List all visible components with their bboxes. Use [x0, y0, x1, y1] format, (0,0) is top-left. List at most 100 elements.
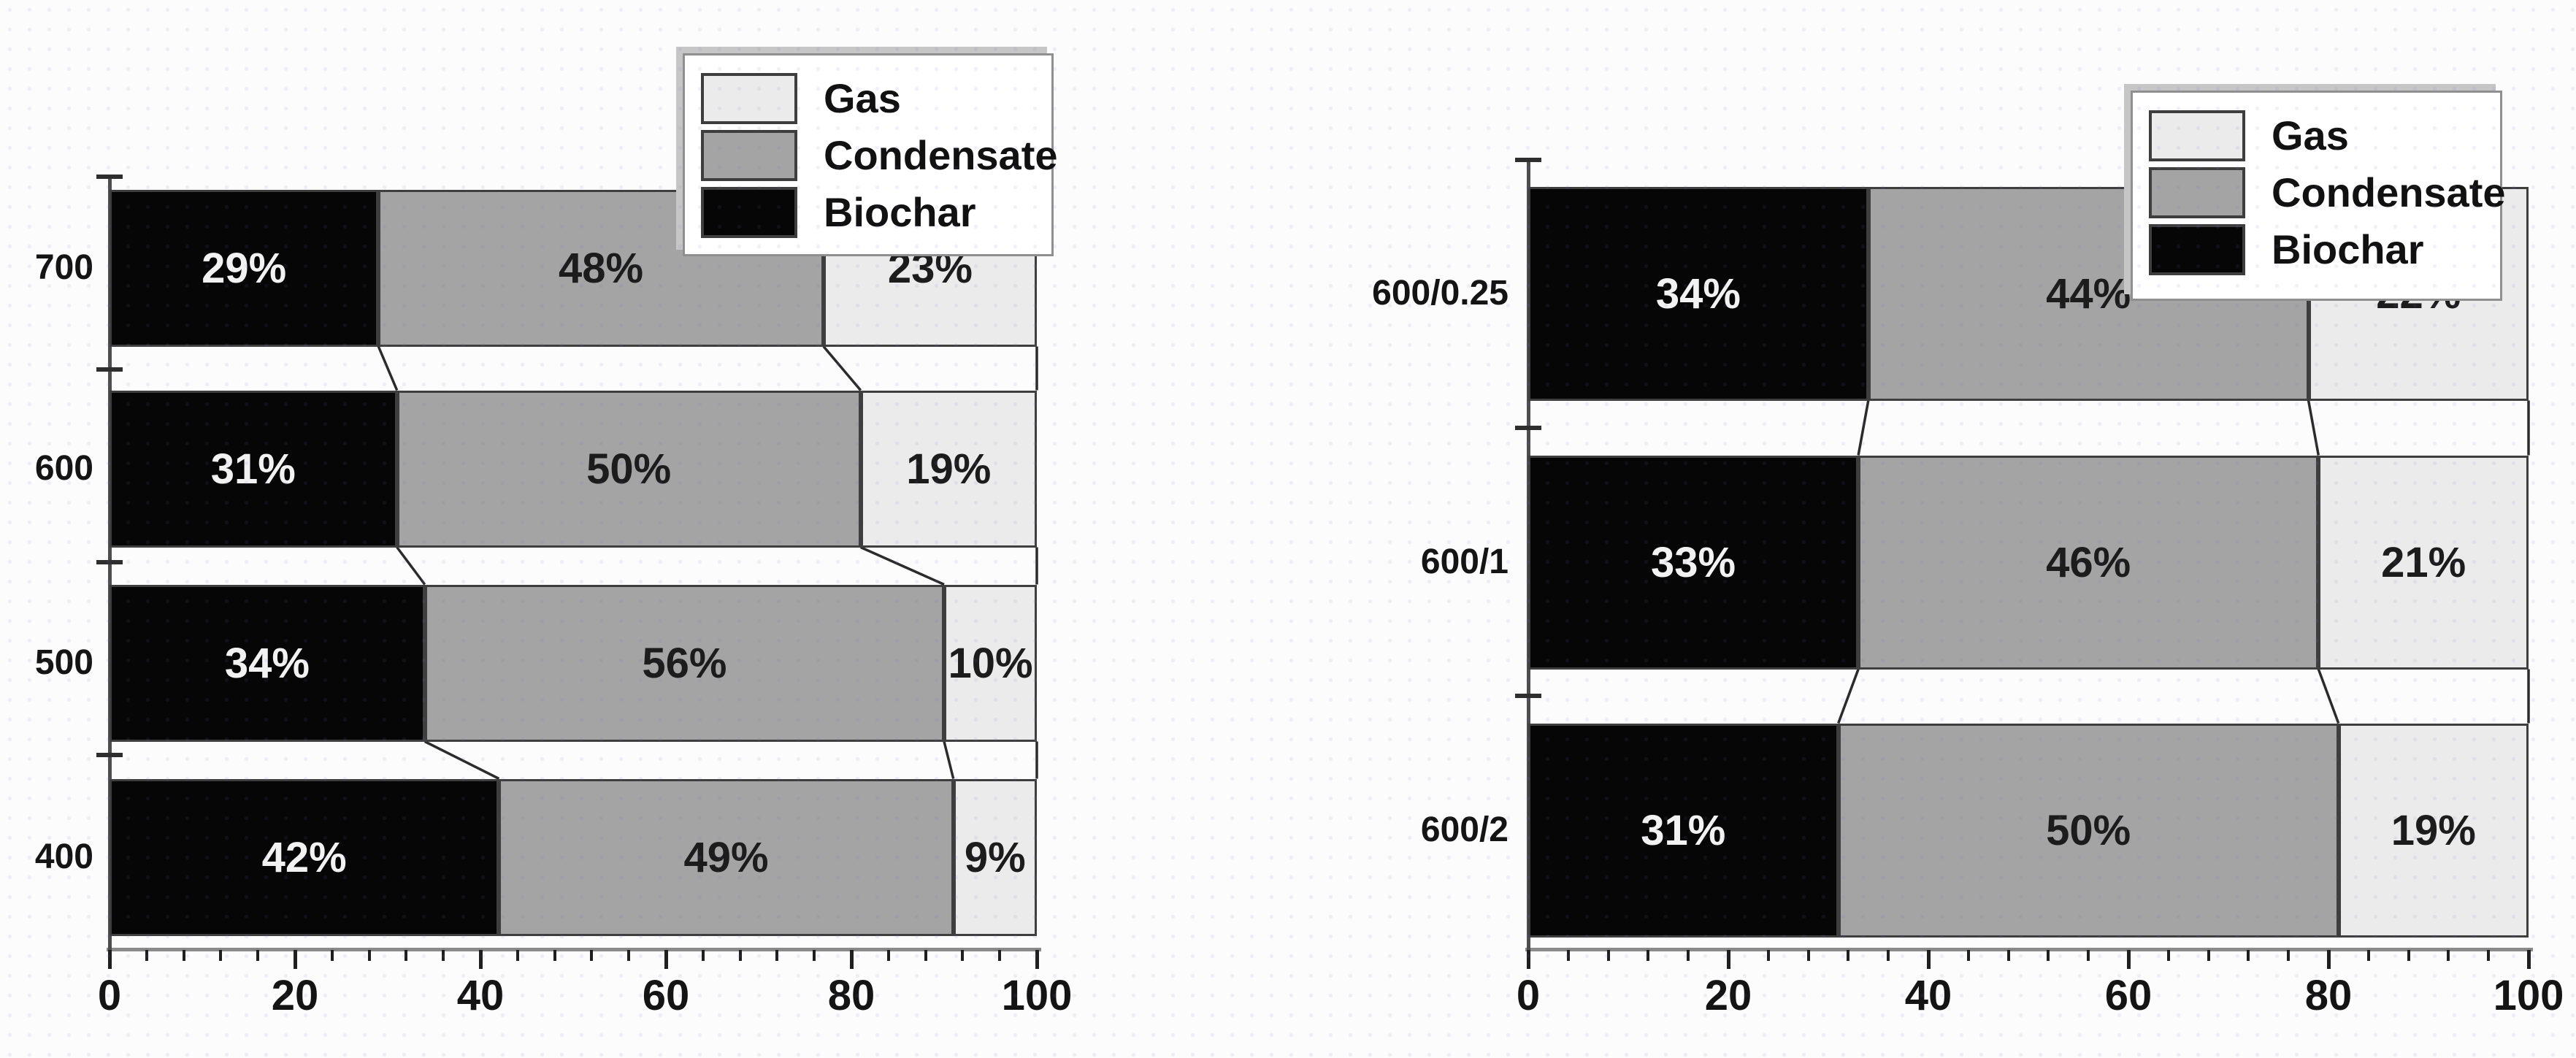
- bar-value-label: 9%: [964, 833, 1026, 881]
- category-label: 600: [34, 449, 93, 488]
- x-axis-minor-tick: [775, 950, 779, 961]
- category-label: 400: [34, 837, 93, 876]
- x-axis-minor-tick: [590, 950, 594, 961]
- x-axis-tick-label: 80: [2304, 972, 2353, 1019]
- bar-value-label: 44%: [2046, 269, 2131, 318]
- x-axis: [1525, 948, 2533, 951]
- bar-segment-condensate: [499, 778, 954, 936]
- x-axis-tick-label: 60: [642, 972, 690, 1019]
- x-axis-minor-tick: [1887, 950, 1890, 961]
- condensate-swatch-icon: [2149, 167, 2245, 218]
- x-axis-major-tick: [664, 950, 668, 969]
- bar-segment-condensate: [424, 584, 944, 742]
- y-axis-tick: [96, 175, 123, 179]
- bar-value-label: 50%: [586, 445, 672, 493]
- bar-segment-biochar: [110, 390, 397, 548]
- y-axis-tick: [96, 560, 123, 564]
- bar-value-label: 50%: [2046, 806, 2131, 854]
- x-axis-tick-label: 80: [827, 972, 875, 1019]
- x-axis-minor-tick: [813, 950, 816, 961]
- category-label: 700: [34, 248, 93, 287]
- x-axis-minor-tick: [2087, 950, 2090, 961]
- x-axis-minor-tick: [1566, 950, 1570, 961]
- legend-item-condensate: Condensate: [2149, 164, 2506, 221]
- condensate-swatch-icon: [701, 130, 797, 181]
- x-axis-minor-tick: [2166, 950, 2170, 961]
- bar-value-label: 10%: [948, 639, 1033, 687]
- x-axis-minor-tick: [2047, 950, 2050, 961]
- legend-label-biochar: Biochar: [824, 189, 976, 235]
- x-axis-major-tick: [478, 950, 483, 969]
- legend-label-gas: Gas: [824, 75, 901, 121]
- y-axis-tick: [1515, 426, 1541, 430]
- category-label: 600/0.25: [1372, 274, 1509, 313]
- x-axis-minor-tick: [1966, 950, 1970, 961]
- x-axis-minor-tick: [738, 950, 742, 961]
- gas-swatch-icon: [701, 73, 797, 124]
- bar-segment-biochar: [110, 584, 425, 742]
- bar-segment-condensate: [1838, 723, 2339, 938]
- legend-item-biochar: Biochar: [701, 184, 1051, 241]
- x-axis-tick-label: 100: [2493, 972, 2564, 1019]
- legend-label-condensate: Condensate: [2272, 169, 2506, 215]
- x-axis-tick-label: 40: [1904, 972, 1952, 1019]
- legend-item-condensate: Condensate: [701, 127, 1058, 184]
- bar-value-label: 31%: [210, 445, 296, 493]
- x-axis-minor-tick: [924, 950, 927, 961]
- bar-value-label: 19%: [2391, 806, 2476, 854]
- bar-segment-biochar: [1528, 723, 1839, 938]
- x-axis-major-tick: [2526, 950, 2531, 969]
- x-axis-minor-tick: [1766, 950, 1770, 961]
- x-axis-minor-tick: [515, 950, 519, 961]
- segment-connector-lines: [377, 345, 1038, 781]
- legend-right-chart: Gas Condensate Biochar: [2131, 91, 2506, 301]
- bar-value-label: 34%: [224, 639, 310, 687]
- x-axis-major-tick: [1035, 950, 1039, 969]
- bar-value-label: 31%: [1641, 806, 1726, 854]
- bar-value-label: 49%: [683, 833, 769, 881]
- x-axis-minor-tick: [219, 950, 223, 961]
- x-axis-tick-label: 20: [1704, 972, 1752, 1019]
- y-axis-tick: [96, 753, 123, 757]
- x-axis-tick-label: 60: [2104, 972, 2153, 1019]
- x-axis-major-tick: [2326, 950, 2331, 969]
- legend-item-biochar: Biochar: [2149, 221, 2500, 278]
- x-axis-major-tick: [2126, 950, 2131, 969]
- x-axis-minor-tick: [998, 950, 1002, 961]
- legend-left-chart: Gas Condensate Biochar: [683, 53, 1058, 256]
- x-axis-minor-tick: [701, 950, 705, 961]
- x-axis-major-tick: [849, 950, 854, 969]
- x-axis-minor-tick: [1647, 950, 1650, 961]
- gas-swatch-icon: [2149, 110, 2245, 161]
- biochar-swatch-icon: [2149, 224, 2245, 275]
- x-axis-minor-tick: [2287, 950, 2291, 961]
- legend-label-gas: Gas: [2272, 112, 2349, 158]
- x-axis: [107, 948, 1041, 951]
- legend-label-condensate: Condensate: [824, 132, 1058, 178]
- x-axis-minor-tick: [627, 950, 631, 961]
- x-axis-minor-tick: [405, 950, 408, 961]
- x-axis-tick-label: 0: [1516, 972, 1541, 1019]
- x-axis-minor-tick: [330, 950, 334, 961]
- bar-segment-gas: [953, 778, 1037, 936]
- bar-segment-biochar: [1528, 455, 1859, 670]
- x-axis-major-tick: [107, 950, 112, 969]
- bar-segment-biochar: [110, 189, 379, 347]
- bar-value-label: 19%: [906, 445, 992, 493]
- bar-segment-gas: [2338, 723, 2529, 938]
- x-axis-minor-tick: [886, 950, 890, 961]
- x-axis-tick-label: 0: [97, 972, 122, 1019]
- x-axis-minor-tick: [145, 950, 148, 961]
- y-axis-tick: [1515, 158, 1541, 162]
- bar-value-label: 33%: [1651, 538, 1736, 586]
- bar-value-label: 48%: [559, 244, 644, 292]
- x-axis-major-tick: [1726, 950, 1730, 969]
- bar-value-label: 46%: [2046, 538, 2131, 586]
- x-axis-major-tick: [293, 950, 297, 969]
- x-axis-minor-tick: [1687, 950, 1690, 961]
- x-axis-minor-tick: [961, 950, 965, 961]
- bar-segment-gas: [2318, 455, 2529, 670]
- x-axis-minor-tick: [2006, 950, 2010, 961]
- legend-label-biochar: Biochar: [2272, 226, 2424, 272]
